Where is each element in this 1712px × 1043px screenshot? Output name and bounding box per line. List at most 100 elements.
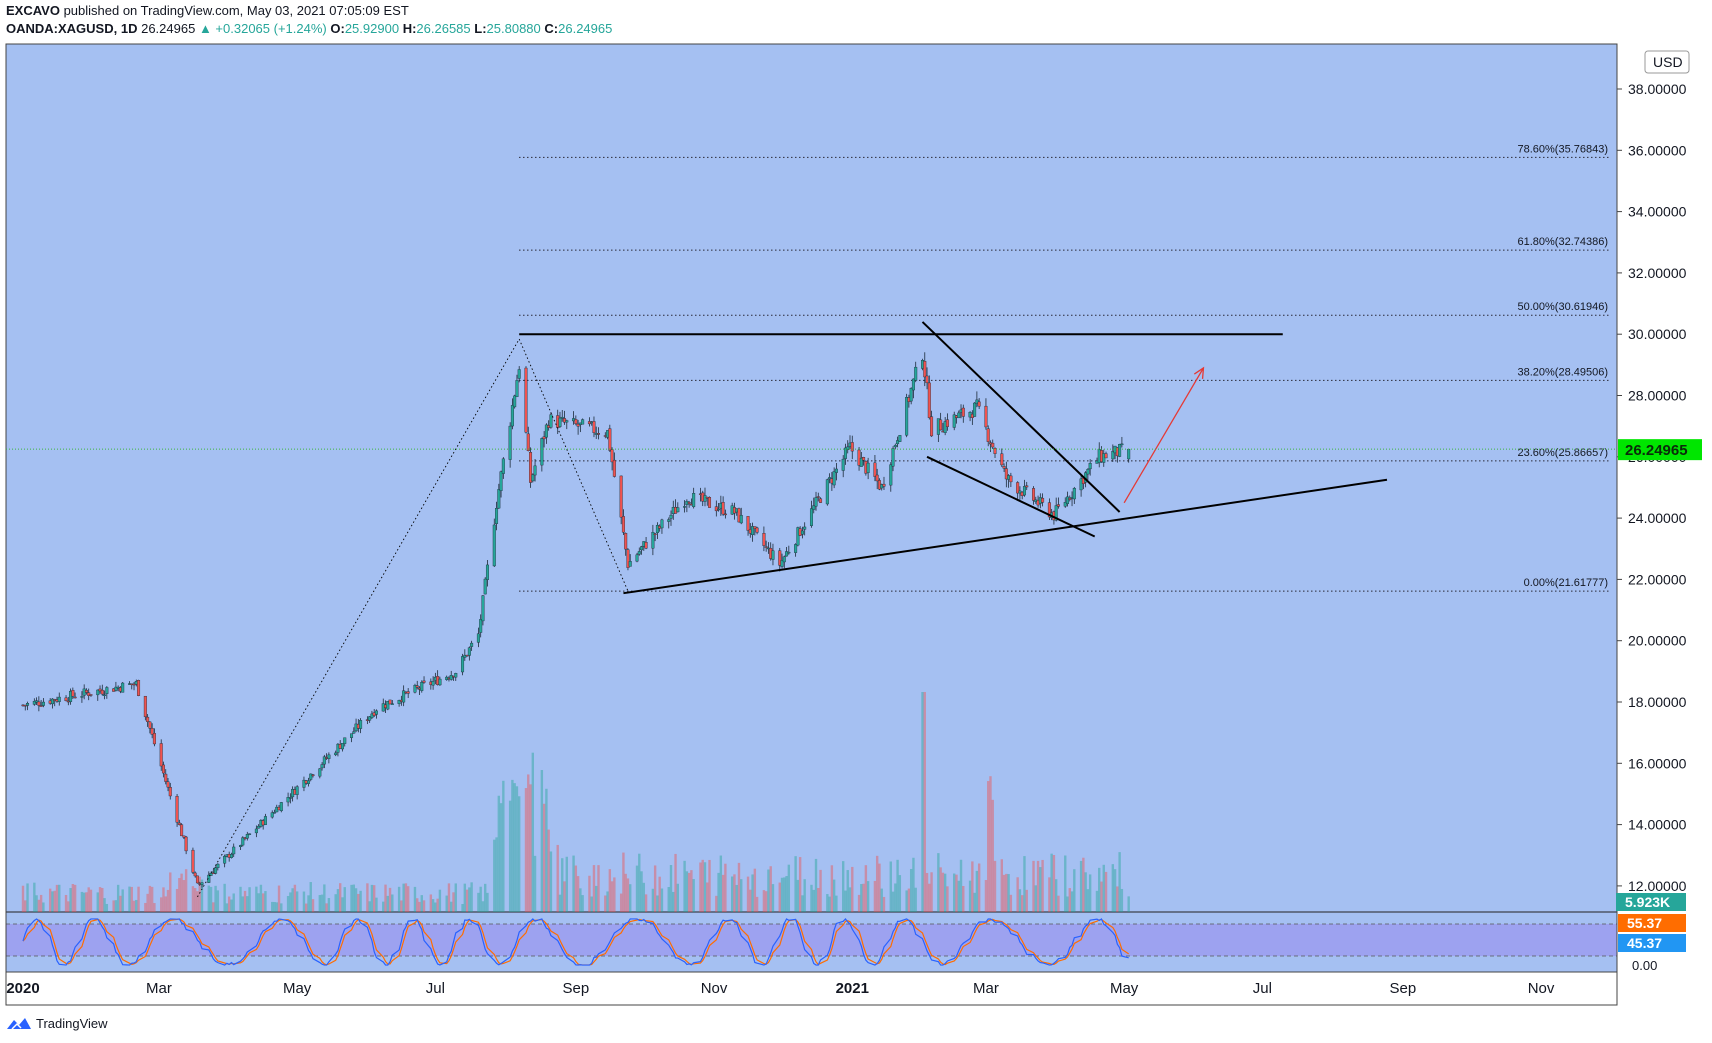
- volume-bar: [293, 884, 297, 912]
- volume-bar: [894, 883, 897, 912]
- candle-body: [891, 448, 895, 467]
- candle-body: [517, 369, 521, 379]
- trendline-fib-leg-up[interactable]: [197, 338, 520, 898]
- volume-bar: [320, 894, 324, 912]
- candle-body: [479, 619, 483, 633]
- candle-body: [352, 731, 356, 734]
- volume-bar: [930, 872, 933, 912]
- volume-bar: [295, 891, 299, 912]
- volume-bar: [105, 903, 109, 912]
- candle-body: [898, 435, 902, 442]
- volume-bar: [595, 885, 598, 912]
- volume-bar: [26, 883, 29, 912]
- volume-bar: [533, 855, 537, 912]
- candle-body: [692, 493, 696, 508]
- candle-body: [909, 388, 913, 402]
- projection-arrow[interactable]: [1123, 367, 1205, 504]
- volume-bar: [291, 888, 294, 912]
- volume-bar: [826, 894, 829, 912]
- currency-box[interactable]: [1644, 50, 1690, 74]
- volume-bar: [166, 889, 170, 912]
- candle-body: [687, 501, 691, 504]
- volume-bar: [341, 897, 344, 912]
- candle-body: [857, 449, 861, 466]
- candle-body: [667, 519, 671, 522]
- volume-bar: [762, 890, 766, 912]
- candle-body: [764, 546, 768, 548]
- candle-body: [597, 433, 601, 435]
- volume-bar: [418, 901, 421, 912]
- volume-bar: [1118, 852, 1121, 912]
- candle-body: [866, 462, 870, 473]
- candle-body: [306, 780, 310, 784]
- tradingview-brand: TradingView: [36, 1016, 108, 1031]
- candle-body: [374, 710, 378, 715]
- volume-bar: [1007, 874, 1010, 912]
- volume-bar: [67, 901, 70, 912]
- candle-body: [182, 835, 186, 838]
- volume-bar: [676, 883, 680, 912]
- volume-bar: [651, 888, 655, 912]
- volume-bar: [706, 882, 709, 912]
- candle-body: [925, 375, 929, 384]
- volume-bar: [354, 888, 358, 912]
- candle-body: [843, 447, 847, 459]
- time-tick-label: Nov: [1528, 980, 1555, 997]
- volume-bar: [169, 872, 172, 912]
- trendline-fib-leg-down[interactable]: [518, 338, 629, 592]
- candle-body: [1079, 478, 1083, 491]
- volume-bar: [24, 900, 27, 912]
- candle-body: [223, 856, 227, 864]
- candle-body: [413, 685, 417, 693]
- volume-bar: [98, 887, 102, 912]
- candle-body: [991, 442, 995, 448]
- volume-bar: [606, 891, 609, 912]
- trendline-wedge-upper[interactable]: [921, 321, 1121, 513]
- volume-bar: [812, 889, 815, 912]
- candle-body: [257, 825, 261, 829]
- candle-body: [751, 526, 755, 535]
- candle-body: [549, 414, 553, 428]
- volume-bar: [1020, 895, 1024, 912]
- volume-bar: [953, 873, 956, 912]
- candle-body: [216, 863, 220, 869]
- candle-body: [492, 524, 496, 567]
- candle-body: [905, 397, 909, 436]
- candle-body: [714, 506, 718, 512]
- time-tick-label: Nov: [701, 980, 728, 997]
- volume-bar: [588, 875, 591, 912]
- candle-body: [653, 533, 657, 535]
- volume-bar: [82, 892, 86, 912]
- candle-body: [943, 421, 947, 433]
- volume-bar: [527, 774, 530, 912]
- volume-bar: [148, 885, 152, 912]
- volume-bar: [434, 902, 437, 912]
- volume-bar: [1098, 867, 1101, 912]
- volume-bar: [502, 780, 505, 912]
- volume-bar: [721, 874, 725, 912]
- tradingview-footer[interactable]: TradingView: [6, 1016, 108, 1031]
- candle-body: [1004, 468, 1008, 480]
- candle-body: [574, 419, 578, 424]
- time-tick-label: Jul: [426, 980, 445, 997]
- volume-bar: [214, 885, 217, 912]
- volume-bar: [955, 874, 958, 912]
- volume-bar: [33, 882, 36, 912]
- volume-bar: [198, 876, 201, 912]
- volume-bar: [604, 895, 607, 912]
- trendline-wedge-lower[interactable]: [926, 455, 1096, 538]
- trendline-support[interactable]: [623, 478, 1388, 595]
- volume-bar: [803, 879, 806, 912]
- candle-body: [812, 505, 816, 510]
- volume-bar: [96, 892, 99, 912]
- candle-body: [787, 551, 791, 554]
- candle-body: [150, 728, 154, 735]
- volume-bar: [386, 895, 389, 912]
- candle-body: [71, 690, 75, 697]
- volume-bar: [542, 803, 546, 912]
- volume-bar: [416, 898, 419, 912]
- candle-body: [39, 705, 43, 707]
- candle-body: [873, 462, 877, 477]
- volume-bar: [302, 891, 306, 912]
